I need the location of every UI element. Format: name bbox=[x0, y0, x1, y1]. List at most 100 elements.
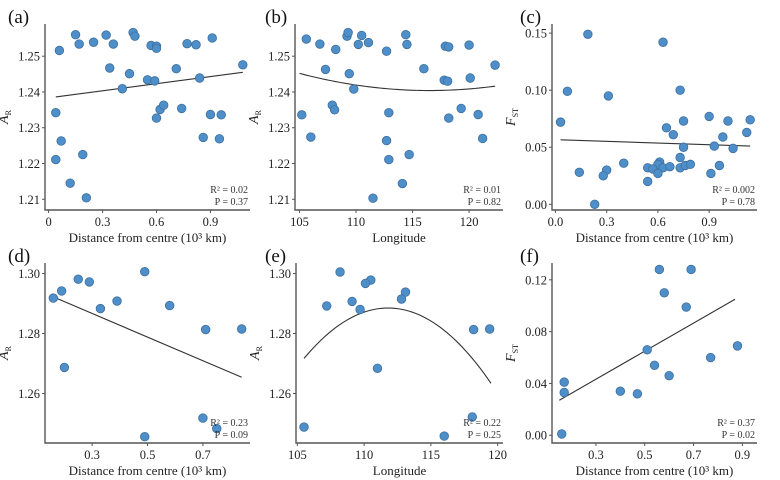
data-point bbox=[456, 103, 466, 114]
data-point bbox=[678, 116, 689, 126]
y-axis-label: AR bbox=[0, 109, 13, 125]
p-value-label: P = 0.02 bbox=[722, 430, 755, 441]
data-point bbox=[207, 33, 217, 43]
data-point bbox=[171, 64, 181, 74]
r-squared-label: R² = 0.22 bbox=[463, 418, 501, 429]
data-point bbox=[402, 39, 412, 50]
data-point bbox=[176, 103, 187, 114]
y-axis-label-sub: R bbox=[4, 345, 13, 351]
data-point bbox=[574, 167, 585, 178]
y-tick-label: 0.00 bbox=[525, 198, 547, 212]
axis-lines bbox=[551, 263, 757, 444]
y-axis-label-main: A bbox=[247, 115, 262, 125]
x-axis-label: Distance from centre (10³ km) bbox=[69, 230, 227, 245]
y-tick-label: 1.28 bbox=[269, 327, 291, 341]
y-tick-label: 0.05 bbox=[525, 141, 547, 155]
y-tick-label: 1.24 bbox=[268, 85, 291, 99]
data-point bbox=[198, 132, 208, 143]
data-point bbox=[384, 154, 394, 165]
x-tick-label: 0.7 bbox=[195, 448, 211, 462]
x-tick-label: 0.3 bbox=[599, 215, 615, 229]
data-point bbox=[198, 413, 208, 423]
data-point bbox=[56, 136, 66, 146]
data-point bbox=[124, 69, 135, 79]
panel-b: (b) 105 110 115 120 1.21 1.22 1.23 1.24 1.25 Longi… bbox=[247, 7, 503, 245]
panel-d: (d) 0.3 0.5 0.7 1.26 1.28 1.30 Distance from ce… bbox=[0, 246, 250, 478]
data-point bbox=[603, 91, 614, 101]
data-point bbox=[151, 43, 162, 54]
data-point bbox=[401, 30, 411, 40]
y-tick-label: 1.28 bbox=[18, 327, 40, 341]
x-tick-label: 0.9 bbox=[203, 215, 219, 229]
data-point bbox=[559, 377, 569, 387]
data-point bbox=[158, 100, 169, 110]
data-point bbox=[149, 76, 160, 86]
data-point bbox=[355, 304, 365, 315]
y-axis-label-main: F bbox=[504, 117, 519, 127]
data-point bbox=[200, 324, 211, 335]
data-point bbox=[709, 141, 719, 151]
data-point bbox=[65, 178, 75, 188]
data-point bbox=[467, 412, 477, 422]
y-axis-label-sub: R bbox=[4, 109, 13, 115]
y-axis-label-sub: ST bbox=[511, 108, 520, 117]
data-point bbox=[464, 40, 474, 50]
r-squared-label: R² = 0.23 bbox=[210, 418, 248, 429]
y-axis-label: AR bbox=[248, 345, 264, 361]
data-point bbox=[419, 64, 429, 74]
x-tick-label: 0.5 bbox=[637, 448, 653, 462]
data-point bbox=[216, 110, 226, 120]
x-tick-label: 105 bbox=[288, 448, 307, 462]
r-squared-label: R² = 0.002 bbox=[712, 185, 755, 196]
data-point bbox=[678, 142, 689, 152]
x-tick-label: 105 bbox=[290, 215, 309, 229]
y-axis-label: FST bbox=[504, 344, 520, 363]
data-point bbox=[191, 40, 201, 50]
panel-a: (a) 0 0.3 0.6 0.9 1.21 1.22 1.23 1.24 1.25 Distanc… bbox=[0, 7, 250, 245]
data-point bbox=[396, 294, 407, 304]
data-point bbox=[140, 432, 150, 442]
data-point bbox=[465, 73, 475, 83]
data-point bbox=[301, 34, 312, 44]
y-tick-label: 1.21 bbox=[18, 193, 40, 207]
data-point bbox=[344, 69, 354, 79]
data-point bbox=[236, 324, 247, 334]
y-axis-label-sub: ST bbox=[511, 344, 520, 353]
data-point bbox=[668, 129, 678, 140]
data-point bbox=[705, 352, 716, 363]
data-point bbox=[404, 149, 414, 160]
x-tick-label: 115 bbox=[403, 215, 421, 229]
data-point bbox=[112, 296, 122, 306]
data-point bbox=[473, 109, 483, 120]
data-point bbox=[105, 63, 115, 73]
r-squared-label: R² = 0.37 bbox=[717, 418, 755, 429]
data-point bbox=[659, 288, 669, 298]
data-point bbox=[649, 360, 660, 371]
x-tick-label: 0.9 bbox=[735, 448, 751, 462]
fit-line bbox=[299, 72, 496, 92]
x-tick-label: 0.6 bbox=[149, 215, 165, 229]
y-tick-label: 1.26 bbox=[269, 387, 291, 401]
x-axis-label: Longitude bbox=[373, 463, 427, 478]
r-squared-label: R² = 0.01 bbox=[463, 185, 501, 196]
data-point bbox=[182, 38, 192, 49]
p-value-label: P = 0.25 bbox=[468, 430, 501, 441]
x-axis-label: Distance from centre (10³ km) bbox=[576, 230, 734, 245]
data-point bbox=[164, 300, 175, 311]
y-tick-label: 1.24 bbox=[18, 85, 41, 99]
panel-label: (e) bbox=[265, 246, 286, 267]
data-point bbox=[557, 429, 567, 439]
x-tick-label: 0.3 bbox=[588, 448, 604, 462]
x-tick-label: 115 bbox=[422, 448, 440, 462]
data-point bbox=[714, 160, 725, 171]
data-point bbox=[685, 159, 696, 170]
data-point bbox=[73, 274, 83, 284]
data-point bbox=[654, 264, 665, 275]
data-point bbox=[48, 293, 59, 303]
data-point bbox=[653, 168, 663, 179]
data-point bbox=[70, 30, 81, 40]
data-point bbox=[704, 111, 714, 122]
data-point bbox=[723, 116, 733, 126]
data-point bbox=[353, 39, 364, 50]
data-point bbox=[151, 113, 162, 123]
